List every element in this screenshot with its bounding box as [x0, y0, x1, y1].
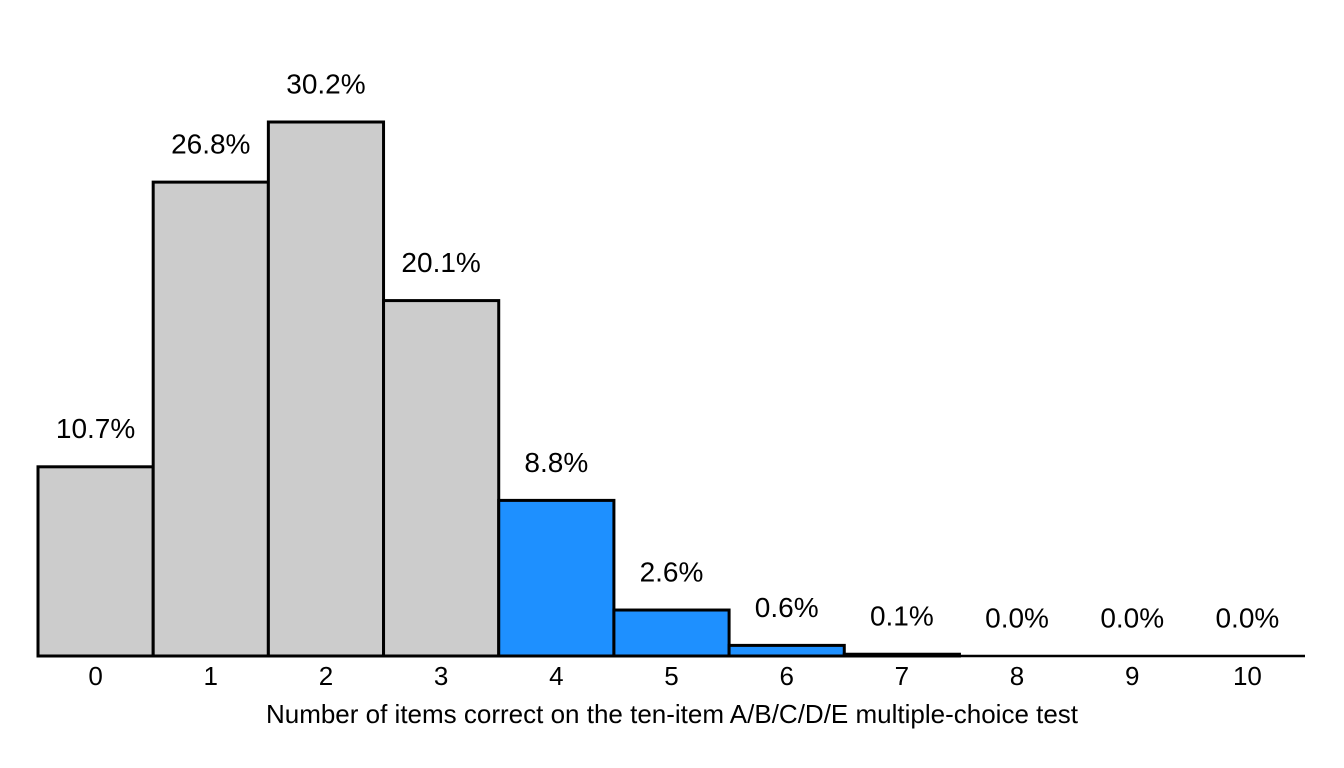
- value-label: 2.6%: [640, 556, 704, 587]
- bar: [266, 120, 386, 658]
- value-label: 0.0%: [985, 602, 1049, 633]
- value-label: 30.2%: [286, 68, 365, 99]
- x-tick-label: 8: [1010, 661, 1024, 691]
- bar: [151, 180, 270, 658]
- bar: [612, 608, 731, 658]
- bar: [727, 643, 846, 658]
- x-tick-label: 9: [1125, 661, 1139, 691]
- x-tick-label: 0: [88, 661, 102, 691]
- value-label: 20.1%: [401, 247, 480, 278]
- x-tick-label: 4: [549, 661, 563, 691]
- bar: [497, 498, 616, 658]
- x-tick-label: 5: [664, 661, 678, 691]
- value-label: 0.0%: [1100, 602, 1164, 633]
- value-label: 8.8%: [524, 447, 588, 478]
- x-tick-label: 2: [319, 661, 333, 691]
- bar: [36, 465, 155, 658]
- bar: [382, 299, 501, 658]
- x-axis-label: Number of items correct on the ten-item …: [266, 699, 1079, 729]
- value-label: 10.7%: [56, 413, 135, 444]
- value-label: 0.6%: [755, 592, 819, 623]
- x-tick-label: 7: [895, 661, 909, 691]
- value-label: 26.8%: [171, 129, 250, 160]
- x-tick-label: 6: [779, 661, 793, 691]
- value-label: 0.1%: [870, 601, 934, 632]
- x-tick-label: 1: [204, 661, 218, 691]
- value-label: 0.0%: [1215, 602, 1279, 633]
- x-tick-label: 3: [434, 661, 448, 691]
- x-tick-label: 10: [1233, 661, 1262, 691]
